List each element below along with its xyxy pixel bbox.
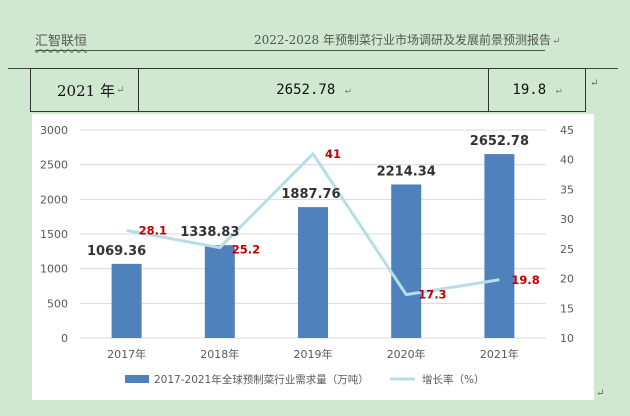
- bar: [204, 245, 235, 338]
- y-right-tick-label: 20: [560, 273, 574, 286]
- header-rule: [35, 50, 545, 51]
- x-tick-label: 2018年: [200, 347, 239, 361]
- y-right-tick-label: 40: [560, 154, 574, 167]
- paragraph-end-mark-icon: ↵: [596, 388, 605, 399]
- x-tick-label: 2017年: [107, 347, 146, 361]
- combo-chart: 0 500 1000 1500 2000 2500 3000 10 15 20 25 30 35 40 45…: [40, 124, 574, 386]
- bar-data-label: 2652.78: [470, 134, 529, 149]
- growth-line: [126, 152, 500, 297]
- summary-table-row: 2021 年 ↵ 2652.78 ↵ 19.8 ↵: [30, 68, 586, 112]
- line-data-label: 28.1: [139, 223, 167, 237]
- cell-mark-icon: ↵: [115, 84, 125, 96]
- cell-rate[interactable]: 19.8 ↵: [489, 69, 585, 111]
- bar-data-label: 1069.36: [87, 244, 146, 259]
- cell-volume[interactable]: 2652.78 ↵: [139, 69, 489, 111]
- y-right-tick-label: 30: [560, 213, 574, 226]
- x-tick-label: 2021年: [480, 347, 519, 361]
- cell-volume-text: 2652.78: [276, 82, 336, 98]
- bar: [484, 154, 515, 338]
- y-left-tick-label: 2500: [40, 159, 68, 172]
- cell-year[interactable]: 2021 年 ↵: [31, 69, 139, 111]
- y-left-tick-label: 3000: [40, 124, 68, 137]
- cell-mark-icon: ↵: [555, 84, 562, 96]
- y-right-tick-label: 10: [560, 332, 574, 345]
- x-tick-label: 2020年: [387, 347, 426, 361]
- document-header: 汇智联恒 2022-2028 年预制菜行业市场调研及发展前景预测报告↵: [0, 0, 630, 60]
- brand-name: 汇智联恒: [35, 34, 88, 49]
- report-title: 2022-2028 年预制菜行业市场调研及发展前景预测报告↵: [254, 31, 560, 48]
- y-left-tick-label: 0: [61, 332, 68, 345]
- bar-data-label: 2214.34: [377, 164, 436, 179]
- bar-data-label: 1338.83: [180, 225, 239, 240]
- y-left-tick-label: 1000: [40, 263, 68, 276]
- legend-label-line: 增长率（%）: [422, 373, 484, 386]
- paragraph-mark-icon: ↵: [551, 36, 561, 47]
- y-left-tick-label: 500: [47, 297, 68, 310]
- bar: [391, 184, 422, 338]
- cell-rate-text: 19.8: [512, 82, 547, 98]
- y-left-tick-label: 1500: [40, 228, 68, 241]
- line-data-label: 25.2: [232, 243, 260, 257]
- row-end-mark-icon: ↵: [590, 78, 599, 89]
- line-data-label: 19.8: [511, 273, 539, 287]
- bar-data-label: 1887.76: [281, 187, 340, 202]
- cell-year-text: 2021 年: [57, 81, 115, 100]
- bar: [298, 207, 328, 338]
- y-right-tick-label: 35: [560, 183, 574, 196]
- line-data-label: 41: [325, 147, 341, 161]
- chart-panel[interactable]: 0 500 1000 1500 2000 2500 3000 10 15 20 25 30 35 40 45…: [32, 114, 594, 400]
- legend-swatch-bar: [125, 375, 149, 383]
- line-data-label: 17.3: [418, 288, 446, 302]
- y-right-tick-label: 15: [560, 302, 574, 315]
- x-tick-label: 2019年: [294, 347, 333, 361]
- y-left-tick-label: 2000: [40, 193, 68, 206]
- y-right-tick-label: 45: [560, 124, 574, 137]
- cell-mark-icon: ↵: [344, 84, 351, 96]
- y-right-tick-label: 25: [560, 243, 574, 256]
- report-title-text: 2022-2028 年预制菜行业市场调研及发展前景预测报告: [254, 33, 551, 47]
- legend-label-bar: 2017-2021年全球预制菜行业需求量（万吨）: [154, 373, 369, 386]
- bar: [111, 263, 142, 338]
